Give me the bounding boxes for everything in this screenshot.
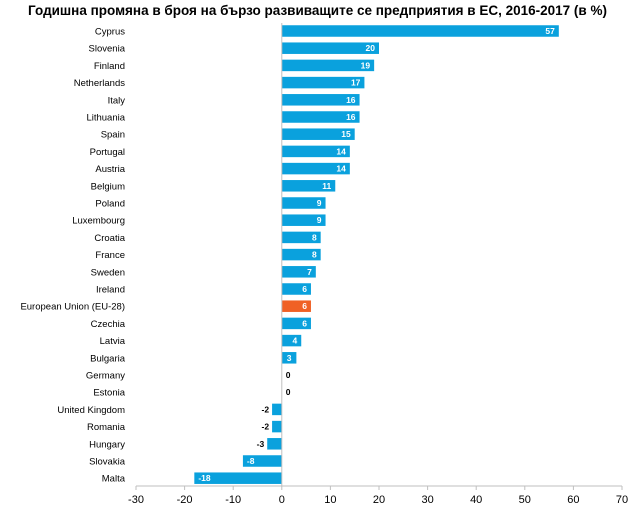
category-label: Hungary xyxy=(89,439,125,450)
bar xyxy=(281,145,350,158)
data-label: -3 xyxy=(257,439,265,449)
bar xyxy=(272,420,282,433)
bar xyxy=(281,180,336,192)
data-label: 7 xyxy=(307,267,312,277)
data-label: 14 xyxy=(336,146,346,156)
bar xyxy=(272,403,282,416)
bar xyxy=(267,438,282,450)
data-label: 3 xyxy=(287,353,292,363)
chart-title: Годишна промяна в броя на бързо развиващ… xyxy=(28,3,607,18)
bar xyxy=(242,455,282,467)
category-label: Czechia xyxy=(91,319,126,330)
category-label: Romania xyxy=(87,422,126,433)
category-label: Slovakia xyxy=(89,457,126,468)
bar xyxy=(281,352,297,364)
data-label: 19 xyxy=(361,60,371,70)
data-label: 15 xyxy=(341,129,351,139)
bar xyxy=(281,317,311,330)
x-tick-label: 30 xyxy=(421,494,433,506)
x-tick-label: -10 xyxy=(225,494,241,506)
category-label: Germany xyxy=(86,371,125,382)
bar xyxy=(281,266,316,278)
bar xyxy=(281,283,311,295)
data-label: 4 xyxy=(293,336,298,346)
bar xyxy=(281,300,311,312)
data-label: 17 xyxy=(351,78,361,88)
data-label: -2 xyxy=(262,422,270,432)
category-label: Finland xyxy=(94,61,125,72)
category-label: Austria xyxy=(95,164,125,175)
data-label: -2 xyxy=(262,404,270,414)
category-label: Malta xyxy=(102,474,126,485)
bar xyxy=(281,42,379,54)
x-tick-label: 20 xyxy=(373,494,385,506)
data-label: 11 xyxy=(322,181,331,191)
category-label: United Kingdom xyxy=(57,405,125,416)
x-tick-label: -20 xyxy=(177,494,193,506)
bar xyxy=(194,472,282,484)
bar xyxy=(281,162,350,175)
bar xyxy=(281,76,365,89)
data-label: -18 xyxy=(198,473,211,483)
category-label: Ireland xyxy=(96,285,125,296)
category-label: Spain xyxy=(101,130,125,141)
data-label: 0 xyxy=(286,387,291,397)
data-label: 57 xyxy=(545,26,555,36)
x-tick-label: 50 xyxy=(519,494,531,506)
data-label: 16 xyxy=(346,112,356,122)
bar xyxy=(281,197,326,209)
bar xyxy=(281,94,360,106)
bar xyxy=(281,128,355,140)
category-label: European Union (EU-28) xyxy=(20,302,125,313)
bar xyxy=(281,214,326,226)
x-tick-label: 60 xyxy=(567,494,579,506)
data-label: 6 xyxy=(302,301,307,311)
category-label: Luxembourg xyxy=(72,216,125,227)
category-label: Bulgaria xyxy=(90,353,126,364)
bar xyxy=(281,25,559,37)
category-label: Italy xyxy=(108,95,126,106)
data-label: 9 xyxy=(317,215,322,225)
category-label: Sweden xyxy=(91,267,125,278)
data-label: 0 xyxy=(286,370,291,380)
data-label: 6 xyxy=(302,284,307,294)
category-label: France xyxy=(95,250,125,261)
bar xyxy=(281,248,321,261)
x-tick-label: 40 xyxy=(470,494,482,506)
data-label: 8 xyxy=(312,232,317,242)
category-label: Estonia xyxy=(93,388,125,399)
category-label: Cyprus xyxy=(95,27,125,38)
category-label: Netherlands xyxy=(74,78,125,89)
x-tick-label: 10 xyxy=(324,494,336,506)
data-label: 6 xyxy=(302,318,307,328)
x-tick-label: 70 xyxy=(616,494,628,506)
category-label: Croatia xyxy=(94,233,125,244)
data-label: 9 xyxy=(317,198,322,208)
bar xyxy=(281,334,302,347)
category-label: Slovenia xyxy=(89,44,126,55)
bar xyxy=(281,111,360,123)
category-label: Belgium xyxy=(91,181,125,192)
data-label: -8 xyxy=(247,456,255,466)
category-label: Portugal xyxy=(90,147,125,158)
bar xyxy=(281,59,375,72)
category-label: Poland xyxy=(95,199,125,210)
data-label: 16 xyxy=(346,95,356,105)
x-tick-label: -30 xyxy=(128,494,144,506)
x-tick-label: 0 xyxy=(279,494,285,506)
category-label: Latvia xyxy=(100,336,126,347)
category-label: Lithuania xyxy=(86,113,125,124)
data-label: 8 xyxy=(312,250,317,260)
data-label: 20 xyxy=(366,43,376,53)
bar xyxy=(281,231,321,244)
data-label: 14 xyxy=(336,164,346,174)
